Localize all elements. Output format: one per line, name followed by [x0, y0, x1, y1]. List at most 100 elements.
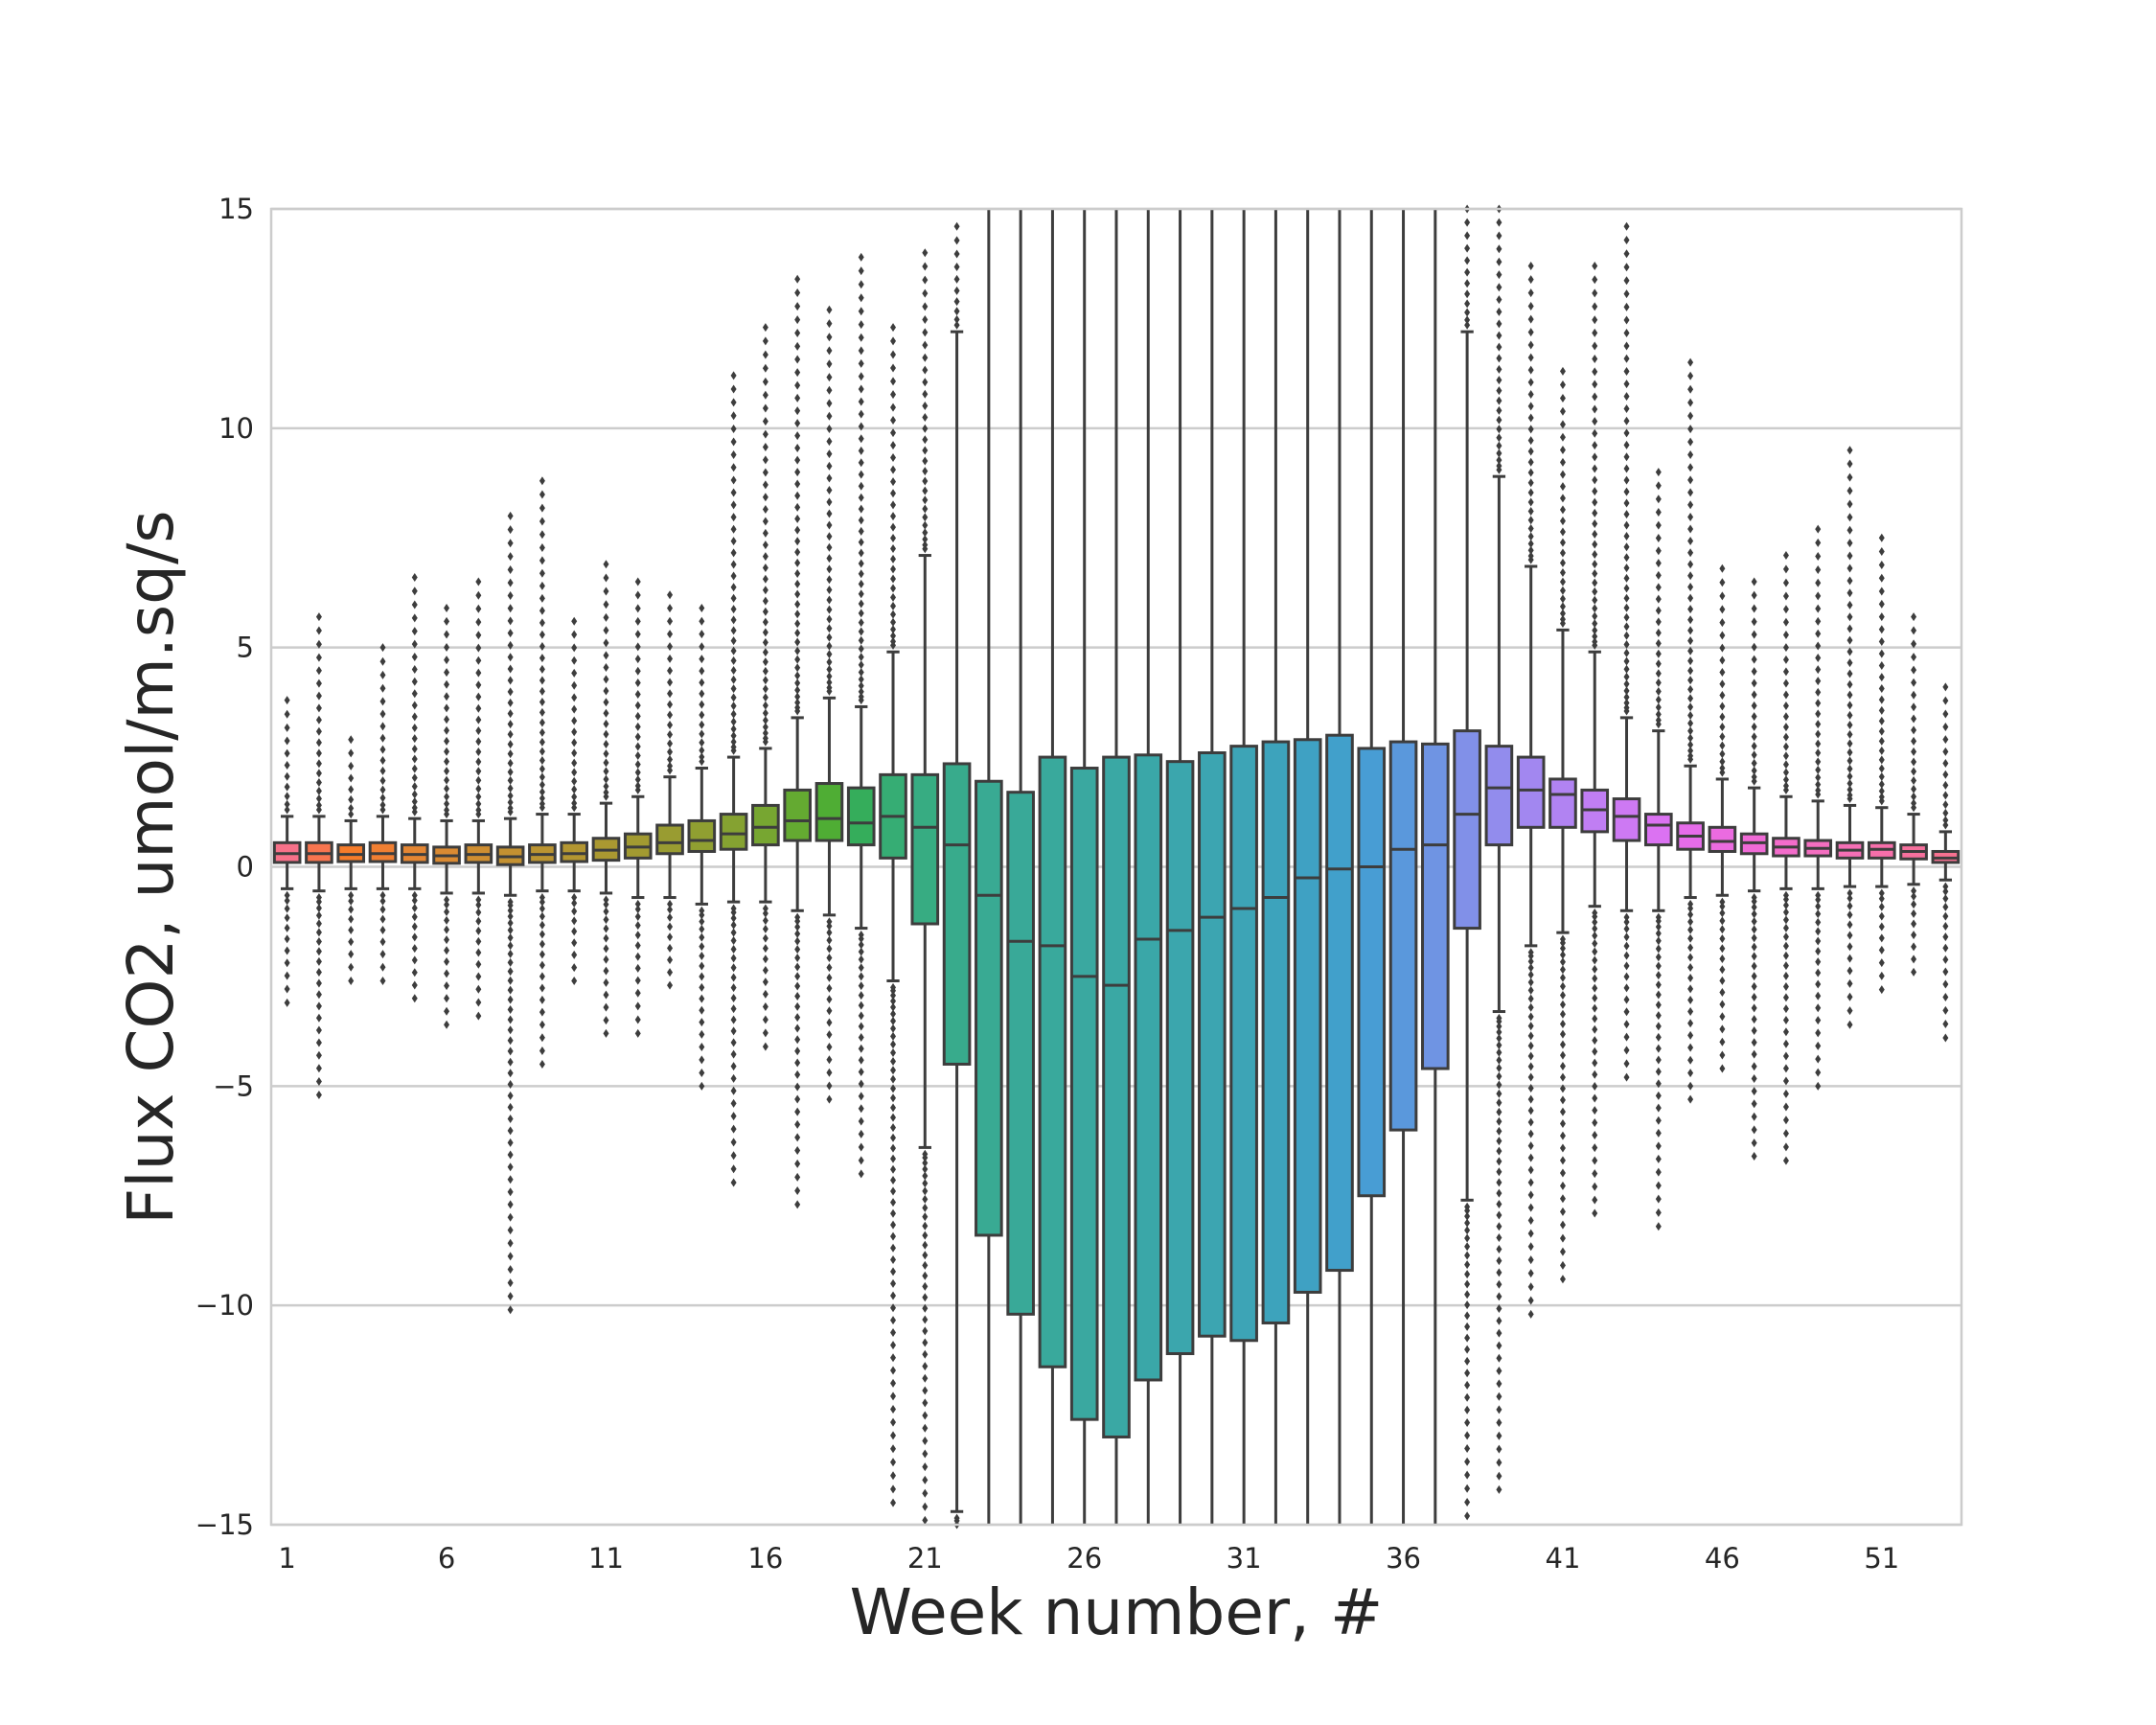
outlier-point-high: [794, 502, 801, 512]
outlier-point-high: [1815, 591, 1822, 601]
outlier-point-high: [1846, 748, 1853, 757]
outlier-point-low: [730, 1062, 737, 1071]
outlier-point-high: [1687, 605, 1694, 614]
outlier-point-high: [1846, 539, 1853, 548]
outlier-point-high: [1592, 261, 1598, 270]
outlier-point-high: [475, 805, 482, 815]
outlier-point-low: [1719, 1064, 1726, 1073]
outlier-point-high: [1815, 720, 1822, 729]
outlier-point-low: [603, 966, 609, 976]
outlier-point-high: [1623, 692, 1630, 702]
outlier-point-low: [730, 1086, 737, 1095]
outlier-point-high: [794, 431, 801, 441]
outlier-point-high: [858, 599, 864, 609]
outlier-point-low: [411, 955, 418, 965]
outlier-point-low: [1942, 992, 1949, 1001]
outlier-point-high: [411, 689, 418, 699]
outlier-point-high: [667, 666, 674, 676]
outlier-point-high: [922, 435, 929, 445]
outlier-point-high: [1527, 302, 1534, 311]
outlier-point-high: [1719, 732, 1726, 742]
outlier-point-low: [1496, 1245, 1502, 1254]
outlier-point-high: [858, 559, 864, 568]
y-tick-label: −15: [195, 1508, 254, 1541]
outlier-point-low: [1782, 1016, 1789, 1025]
outlier-point-high: [1815, 687, 1822, 697]
box-iqr: [1325, 733, 1354, 1273]
outlier-point-high: [890, 564, 897, 574]
outlier-point-low: [1496, 1292, 1502, 1301]
boxes: [272, 204, 1961, 1530]
outlier-point-high: [667, 721, 674, 730]
outlier-point-high: [1846, 701, 1853, 710]
outlier-point-high: [1687, 371, 1694, 380]
outlier-point-high: [475, 692, 482, 702]
outlier-point-low: [1815, 968, 1822, 978]
box-week-1: [272, 696, 302, 1007]
outlier-point-high: [1592, 529, 1598, 539]
outlier-point-high: [1496, 415, 1502, 425]
outlier-point-low: [1592, 924, 1598, 933]
outlier-point-low: [1782, 1142, 1789, 1152]
outlier-point-high: [1527, 545, 1534, 555]
outlier-point-low: [858, 1033, 864, 1043]
outlier-point-high: [1846, 486, 1853, 495]
outlier-point-low: [1815, 895, 1822, 905]
outlier-point-high: [858, 675, 864, 684]
outlier-point-low: [922, 1349, 929, 1359]
outlier-point-high: [1846, 525, 1853, 535]
outlier-point-low: [1942, 886, 1949, 896]
outlier-point-high: [634, 781, 641, 791]
outlier-point-high: [826, 614, 833, 624]
outlier-point-low: [1527, 952, 1534, 961]
outlier-point-low: [603, 944, 609, 954]
outlier-point-low: [1815, 1028, 1822, 1038]
outlier-point-high: [890, 544, 897, 554]
outlier-point-low: [1527, 1229, 1534, 1238]
outlier-point-high: [1815, 709, 1822, 719]
outlier-point-high: [1623, 639, 1630, 649]
outlier-point-high: [1592, 392, 1598, 402]
outlier-point-low: [890, 1093, 897, 1103]
outlier-point-low: [858, 1044, 864, 1053]
outlier-point-high: [1559, 614, 1566, 624]
outlier-point-low: [922, 1171, 929, 1181]
outlier-point-high: [699, 655, 705, 664]
outlier-point-high: [1782, 643, 1789, 653]
outlier-point-low: [411, 922, 418, 932]
outlier-point-low: [730, 993, 737, 1002]
outlier-point-low: [890, 1164, 897, 1174]
outlier-point-high: [1719, 712, 1726, 722]
outlier-point-high: [762, 684, 768, 694]
outlier-point-low: [1559, 1029, 1566, 1039]
outlier-point-high: [1623, 302, 1630, 311]
outlier-point-low: [890, 1417, 897, 1427]
box-week-39: [1484, 204, 1514, 1494]
outlier-point-high: [858, 320, 864, 330]
outlier-point-low: [411, 944, 418, 954]
outlier-point-high: [1751, 678, 1757, 688]
outlier-point-high: [539, 676, 545, 685]
outlier-point-high: [1782, 564, 1789, 574]
outlier-point-high: [1846, 551, 1853, 561]
outlier-point-low: [1751, 933, 1757, 943]
box-iqr: [1293, 738, 1322, 1294]
outlier-point-low: [507, 1091, 514, 1100]
outlier-point-high: [1878, 695, 1885, 704]
outlier-point-low: [1942, 922, 1949, 932]
outlier-point-low: [348, 896, 355, 906]
outlier-point-low: [1719, 954, 1726, 963]
outlier-point-low: [1815, 947, 1822, 956]
outlier-point-high: [284, 723, 290, 732]
outlier-point-high: [1623, 648, 1630, 657]
outlier-point-high: [1687, 626, 1694, 635]
outlier-point-high: [379, 656, 386, 666]
outlier-point-high: [667, 739, 674, 748]
outlier-point-high: [794, 702, 801, 712]
outlier-point-high: [379, 794, 386, 803]
outlier-point-low: [699, 910, 705, 920]
outlier-point-low: [826, 1030, 833, 1040]
outlier-point-high: [1687, 500, 1694, 510]
outlier-point-high: [507, 784, 514, 794]
outlier-point-high: [1815, 604, 1822, 613]
